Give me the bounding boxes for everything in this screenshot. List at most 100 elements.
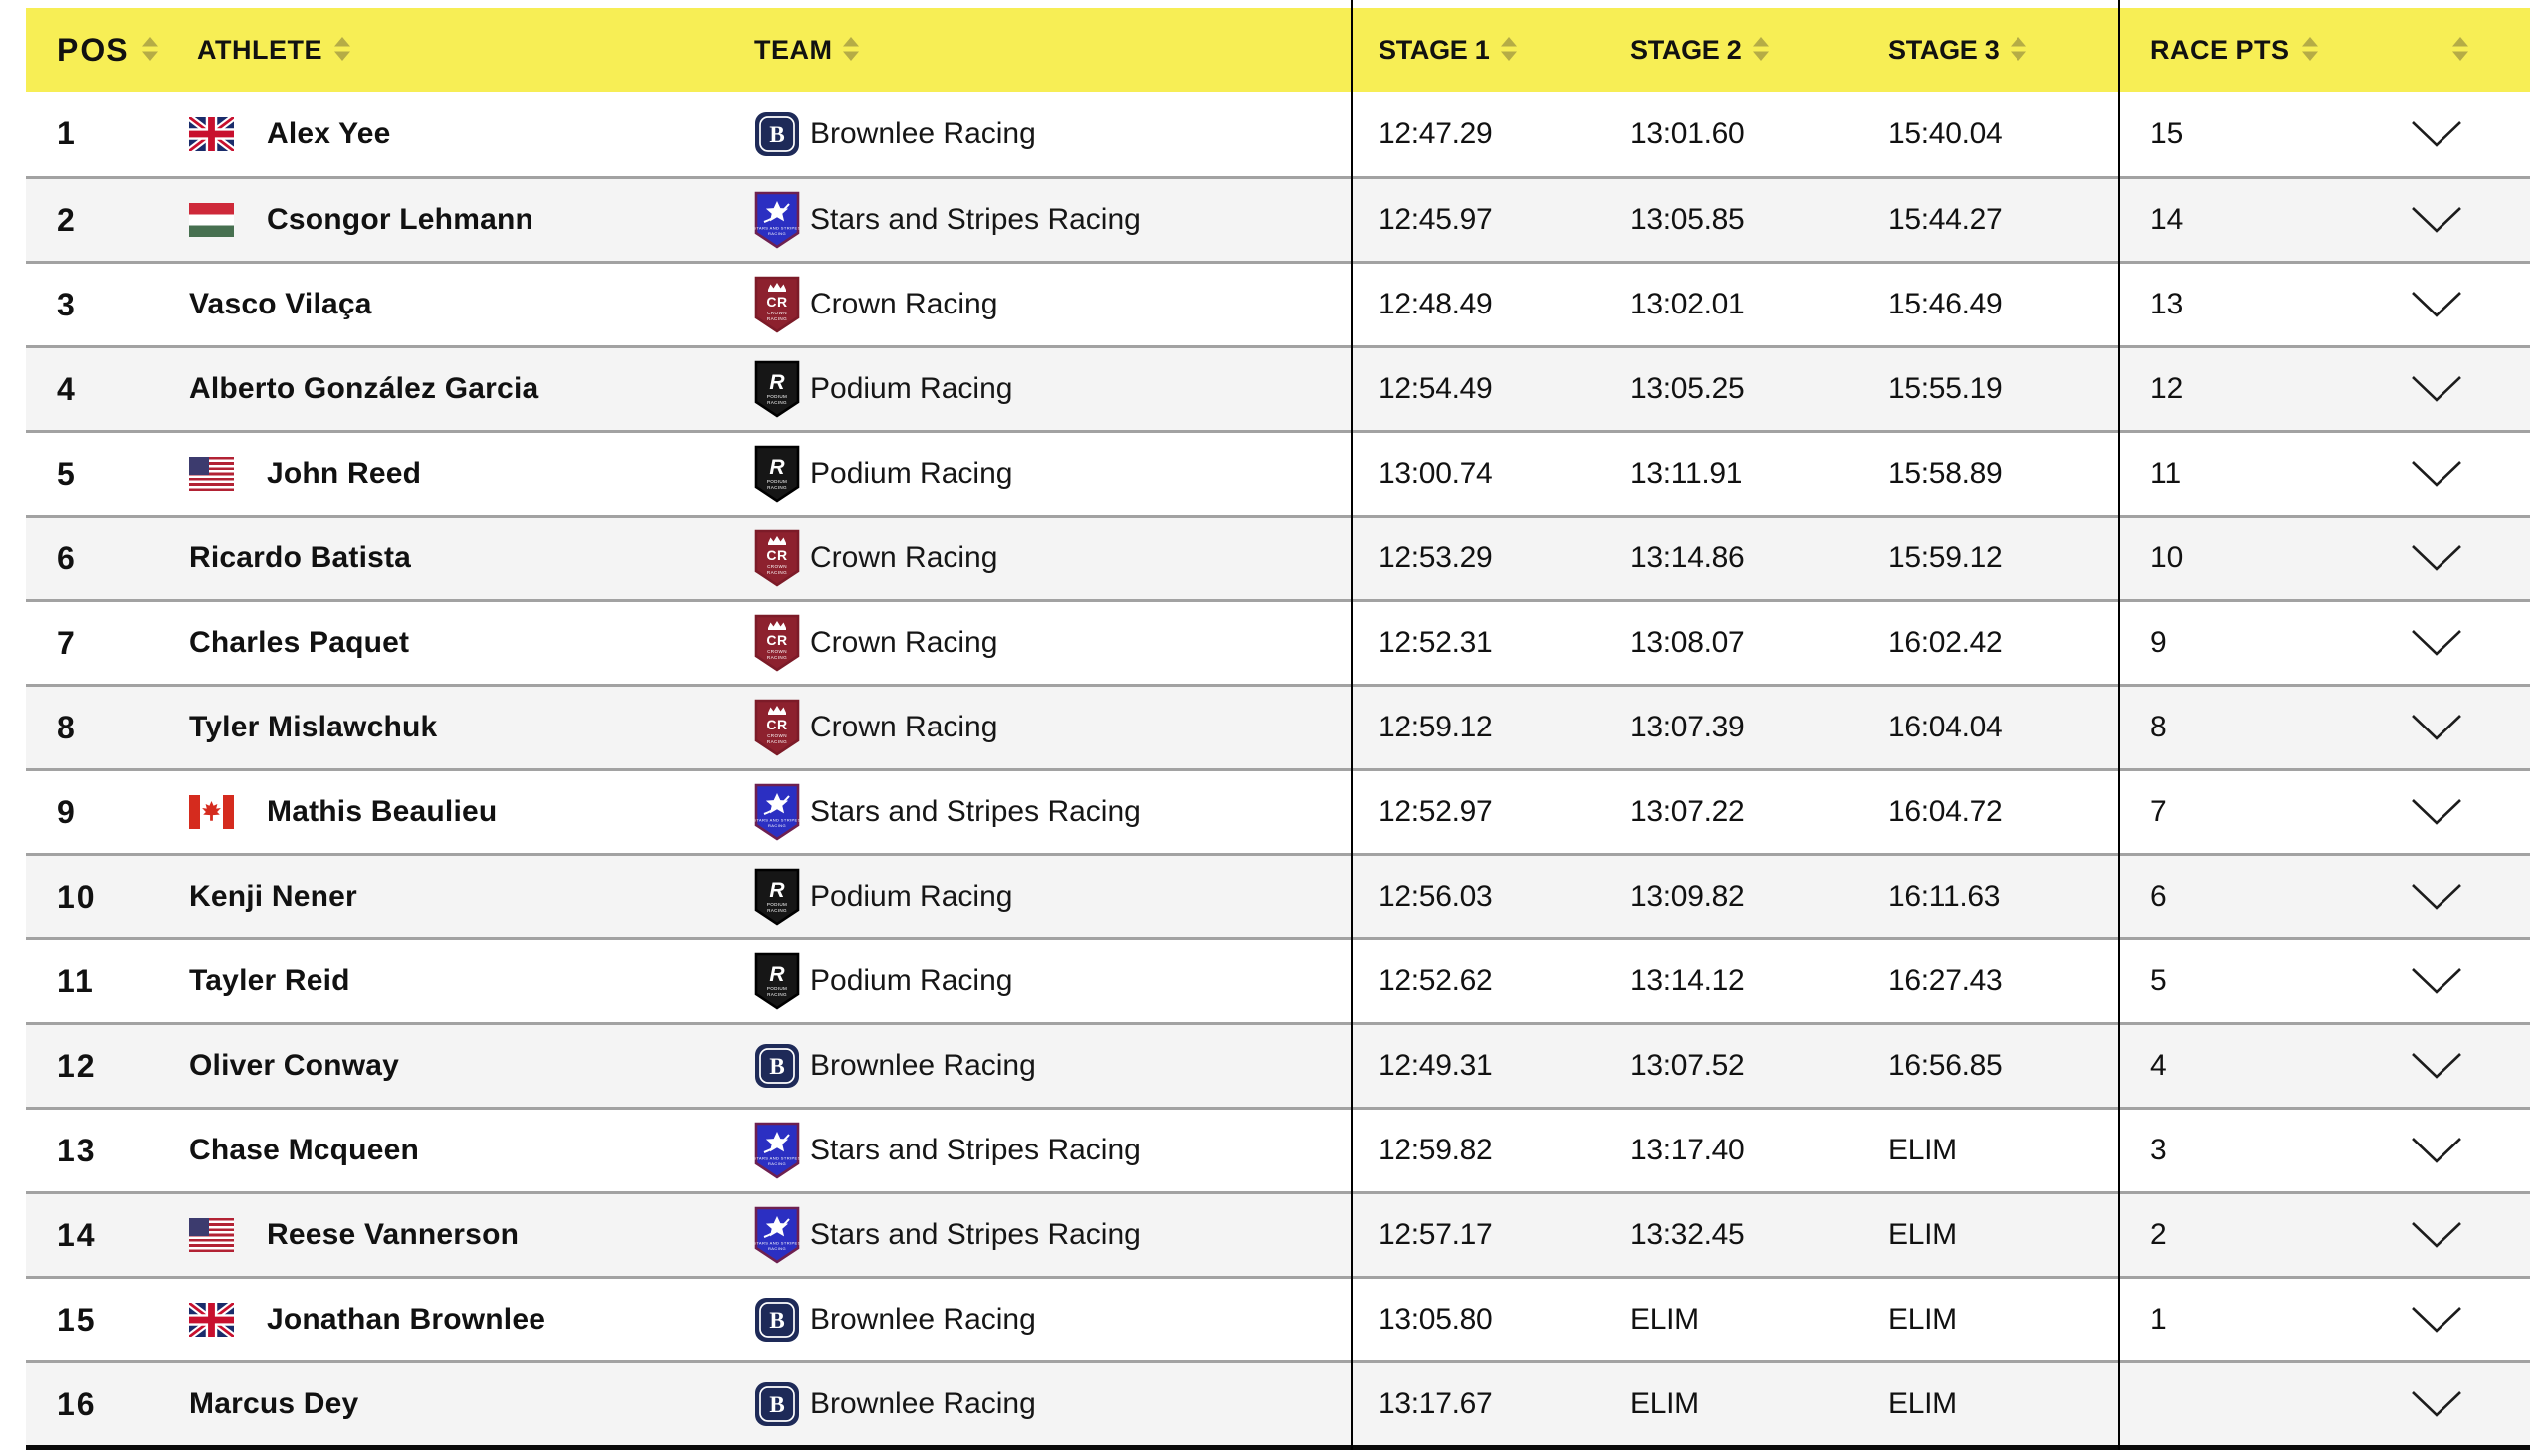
athlete-name: Chase Mcqueen [189, 1134, 419, 1166]
expand-cell [2409, 179, 2530, 261]
team-logo-icon: B [754, 1381, 800, 1427]
table-row: 3 Vasco Vilaça CR CROWN RACING Crown Racin… [26, 261, 2530, 345]
header-cell-stage3[interactable]: STAGE 3 [1860, 8, 2118, 92]
race-points: 2 [2150, 1218, 2167, 1251]
chevron-down-icon[interactable] [2411, 883, 2462, 911]
header-cell-athlete[interactable]: ATHLETE [187, 8, 754, 92]
race-results-table: POS ATHLETE TEAM STAGE 1 STAGE 2 STAGE 3… [26, 0, 2530, 1450]
team-cell: CR CROWN RACING Crown Racing [754, 518, 1351, 599]
chevron-down-icon[interactable] [2411, 375, 2462, 403]
chevron-down-icon[interactable] [2411, 1390, 2462, 1418]
svg-text:PODIUM: PODIUM [767, 479, 787, 484]
team-cell: STARS AND STRIPES RACING Stars and Stripe… [753, 179, 1351, 261]
chevron-down-icon[interactable] [2411, 798, 2462, 826]
sort-toggle-icon [842, 37, 859, 63]
stars-and-stripes-racing-shield: STARS AND STRIPES RACING [753, 191, 800, 249]
chevron-down-icon[interactable] [2411, 120, 2462, 148]
table-row: 11 Tayler Reid R PODIUM RACING Podium Raci… [26, 937, 2530, 1022]
svg-text:R: R [769, 963, 785, 986]
chevron-down-icon[interactable] [2411, 1221, 2462, 1249]
header-cell-stage2[interactable]: STAGE 2 [1602, 8, 1860, 92]
stage1-time: 12:57.17 [1379, 1218, 1493, 1251]
svg-text:RACING: RACING [768, 823, 786, 828]
table-row: 9 Mathis Beaulieu STARS AND STRIPES RACIN… [26, 768, 2530, 853]
canada-flag-icon [189, 795, 234, 829]
chevron-down-icon[interactable] [2411, 460, 2462, 488]
column-divider [2118, 0, 2120, 1450]
header-cell-expand[interactable] [2409, 8, 2530, 92]
crown-racing-shield: CR CROWN RACING [754, 699, 800, 756]
podium-racing-shield: R PODIUM RACING [754, 868, 800, 926]
chevron-down-icon[interactable] [2411, 714, 2462, 741]
team-name: Brownlee Racing [810, 116, 1036, 150]
stars-and-stripes-racing-shield: STARS AND STRIPES RACING [753, 783, 800, 841]
svg-text:B: B [769, 122, 784, 147]
chevron-down-icon[interactable] [2411, 1306, 2462, 1334]
stage3-time: 16:11.63 [1888, 880, 2001, 913]
brownlee-racing-badge: B [754, 1043, 800, 1089]
stage1-time: 12:54.49 [1379, 372, 1493, 405]
svg-text:PODIUM: PODIUM [767, 902, 787, 907]
athlete-name: Vasco Vilaça [189, 288, 372, 320]
column-divider [1351, 0, 1353, 1450]
athlete-name: Ricardo Batista [189, 541, 412, 574]
team-cell: R PODIUM RACING Podium Racing [754, 348, 1351, 430]
svg-text:PODIUM: PODIUM [767, 394, 787, 399]
stage2-time: 13:08.07 [1630, 626, 1745, 659]
stage3-time: ELIM [1888, 1134, 1957, 1166]
stage3-time: 15:44.27 [1888, 203, 2003, 236]
team-name: Crown Racing [810, 711, 998, 743]
chevron-down-icon[interactable] [2411, 629, 2462, 657]
svg-text:RACING: RACING [767, 739, 787, 744]
stage3-time: 15:55.19 [1888, 372, 2003, 405]
position-cell: 6 [57, 539, 77, 576]
chevron-down-icon[interactable] [2411, 291, 2462, 318]
expand-cell [2409, 687, 2530, 768]
crown-racing-shield: CR CROWN RACING [754, 529, 800, 587]
table-row: 5 John Reed R PODIUM RACING Podium Racing … [26, 430, 2530, 515]
chevron-down-icon[interactable] [2411, 544, 2462, 572]
svg-text:STARS AND STRIPES: STARS AND STRIPES [754, 1156, 800, 1161]
header-cell-stage1[interactable]: STAGE 1 [1351, 8, 1602, 92]
stage1-time: 12:52.31 [1379, 626, 1493, 659]
stage2-time: 13:32.45 [1630, 1218, 1745, 1251]
svg-text:RACING: RACING [767, 570, 787, 575]
team-name: Podium Racing [810, 964, 1013, 997]
athlete-cell: Vasco Vilaça [187, 264, 754, 345]
expand-cell [2409, 602, 2530, 684]
position-cell: 8 [57, 709, 77, 745]
stage3-time: 15:59.12 [1888, 541, 2003, 574]
stage3-time: 15:46.49 [1888, 288, 2003, 320]
team-cell: B Brownlee Racing [754, 1363, 1351, 1445]
svg-text:RACING: RACING [767, 908, 787, 913]
chevron-down-icon[interactable] [2411, 1137, 2462, 1164]
united-kingdom-flag-icon [186, 1300, 237, 1340]
athlete-cell: Tyler Mislawchuk [187, 687, 754, 768]
chevron-down-icon[interactable] [2411, 967, 2462, 995]
race-points: 13 [2150, 288, 2184, 320]
header-cell-race-pts[interactable]: RACE PTS [2118, 8, 2409, 92]
podium-racing-shield: R PODIUM RACING [754, 445, 800, 503]
header-cell-team[interactable]: TEAM [754, 8, 1351, 92]
header-cell-pos[interactable]: POS [26, 8, 187, 92]
sort-toggle-icon [334, 37, 350, 63]
table-row: 4 Alberto González Garcia R PODIUM RACING … [26, 345, 2530, 430]
stage2-time: 13:09.82 [1630, 880, 1745, 913]
stage2-time: 13:07.52 [1630, 1049, 1745, 1082]
race-points: 4 [2150, 1049, 2167, 1082]
team-cell: R PODIUM RACING Podium Racing [754, 940, 1351, 1022]
united-kingdom-flag-icon [186, 113, 237, 154]
team-cell: B Brownlee Racing [754, 1025, 1351, 1107]
expand-cell [2409, 1025, 2530, 1107]
stage2-time: 13:01.60 [1630, 116, 1745, 150]
race-points: 6 [2150, 880, 2167, 913]
team-cell: CR CROWN RACING Crown Racing [754, 602, 1351, 684]
team-name: Podium Racing [810, 457, 1013, 490]
expand-cell [2409, 1194, 2530, 1276]
svg-text:CR: CR [766, 294, 787, 310]
team-cell: STARS AND STRIPES RACING Stars and Stripe… [753, 1194, 1351, 1276]
chevron-down-icon[interactable] [2411, 1052, 2462, 1080]
team-logo-icon: B [754, 111, 800, 157]
chevron-down-icon[interactable] [2411, 206, 2462, 234]
